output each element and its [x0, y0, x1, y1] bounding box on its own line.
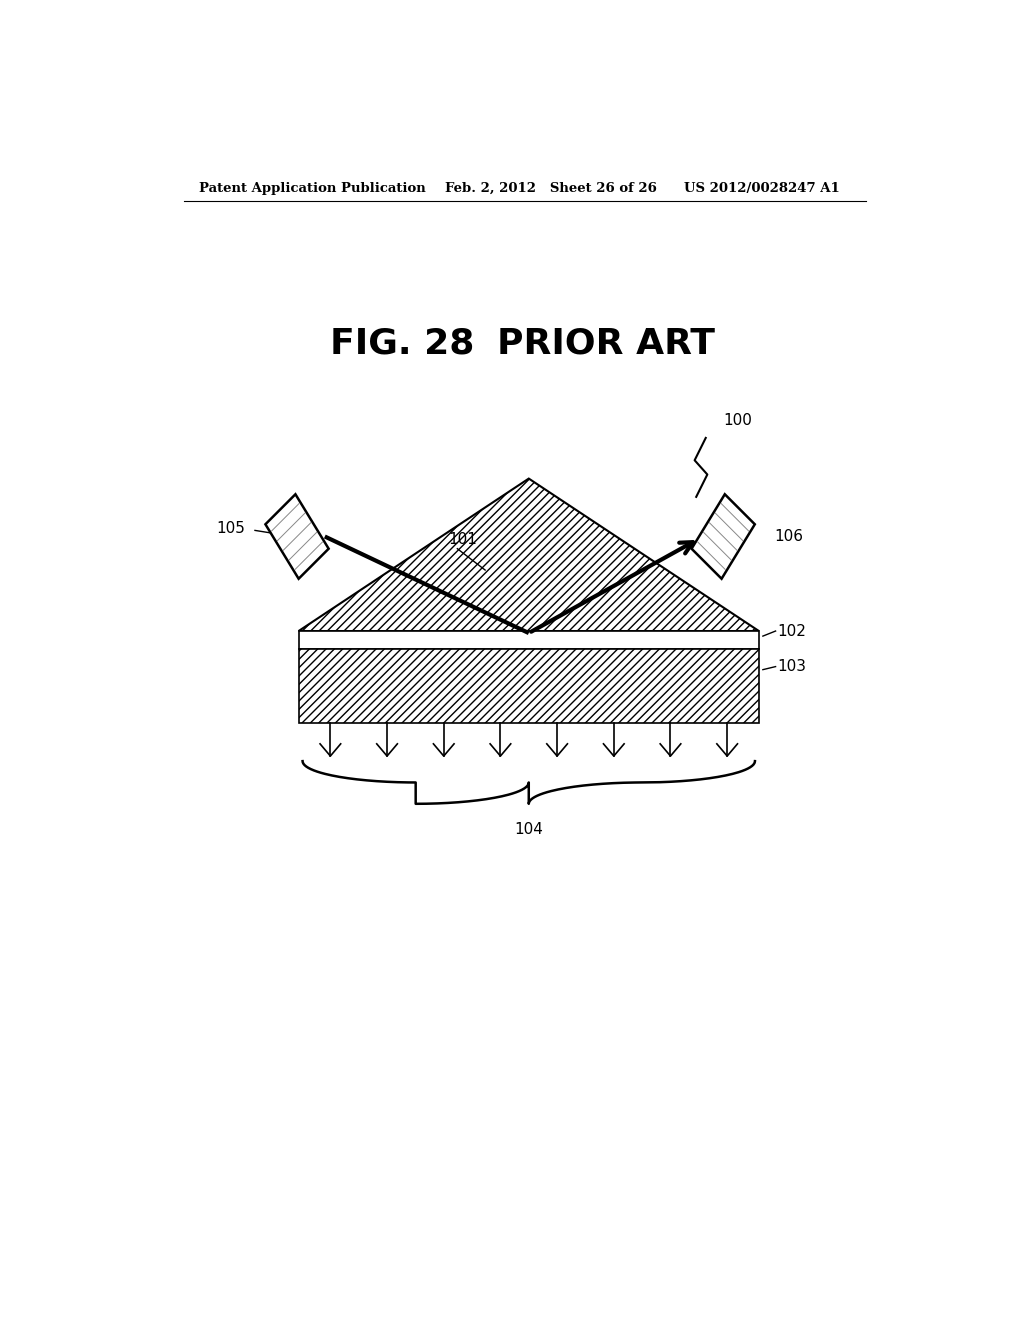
Text: 103: 103 [777, 659, 806, 675]
Text: PRIOR ART: PRIOR ART [497, 326, 715, 360]
Text: 102: 102 [777, 623, 806, 639]
Text: Feb. 2, 2012   Sheet 26 of 26: Feb. 2, 2012 Sheet 26 of 26 [445, 182, 657, 195]
Text: 101: 101 [447, 532, 477, 546]
Text: FIG. 28: FIG. 28 [331, 326, 475, 360]
Polygon shape [265, 494, 329, 578]
Bar [299, 631, 759, 649]
Text: 104: 104 [514, 822, 543, 837]
Text: 105: 105 [217, 521, 246, 536]
Polygon shape [691, 494, 755, 578]
Text: 100: 100 [723, 413, 752, 428]
Bar [299, 649, 759, 722]
Text: Patent Application Publication: Patent Application Publication [200, 182, 426, 195]
Text: US 2012/0028247 A1: US 2012/0028247 A1 [684, 182, 840, 195]
Text: 106: 106 [775, 529, 804, 544]
Polygon shape [299, 479, 759, 631]
